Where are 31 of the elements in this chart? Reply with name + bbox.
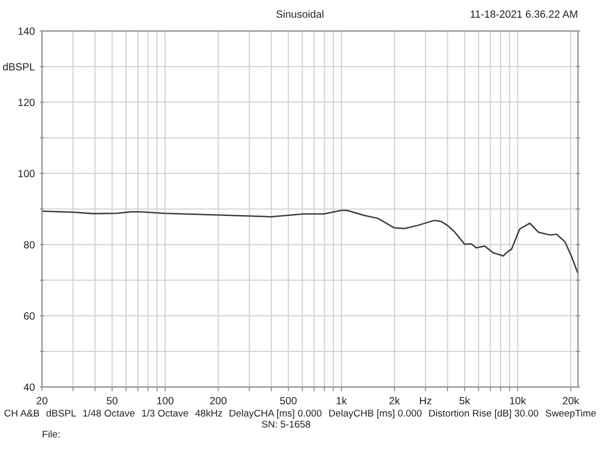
text: SN: 5-1658 xyxy=(262,420,310,428)
y-tick-label: 60 xyxy=(24,312,35,320)
text: dBSPL xyxy=(46,409,76,417)
x-tick-label: 2k xyxy=(389,396,400,404)
x-tick-label: 200 xyxy=(210,396,227,404)
x-tick-label: Hz xyxy=(420,397,432,404)
chart-title: Sinusoidal xyxy=(276,10,324,18)
x-tick-label: 5k xyxy=(460,396,470,404)
y-tick-label: 80 xyxy=(24,241,35,248)
text: CH A&B xyxy=(4,410,40,417)
y-tick-label: 40 xyxy=(24,384,35,391)
x-tick-label: 100 xyxy=(157,396,174,404)
x-tick-label: 20 xyxy=(36,396,48,404)
x-tick-label: 20k xyxy=(562,396,580,404)
x-tick-label: 50 xyxy=(106,396,118,404)
text: 48kHz xyxy=(195,409,222,417)
text: DelayCHB [ms] 0.000 xyxy=(329,409,422,419)
x-tick-label: 10k xyxy=(510,396,526,404)
text: SweepTime xyxy=(546,409,596,419)
x-tick-label: 1k xyxy=(336,396,347,404)
x-tick-label: 500 xyxy=(280,396,297,404)
text: 11-18-2021 6.36.22 AM xyxy=(470,10,578,18)
text: 1/48 Octave xyxy=(83,409,134,417)
y-tick-label: 100 xyxy=(18,170,35,178)
text: DelayCHA [ms] 0.000 xyxy=(230,409,322,419)
y-tick-label: 120 xyxy=(18,98,35,106)
text: File: xyxy=(42,430,60,438)
text: 1/3 Octave xyxy=(142,409,188,417)
text: Distortion Rise [dB] 30.00 xyxy=(429,409,538,419)
y-tick-label: dBSPL xyxy=(3,62,35,70)
y-tick-label: 140 xyxy=(18,28,35,35)
